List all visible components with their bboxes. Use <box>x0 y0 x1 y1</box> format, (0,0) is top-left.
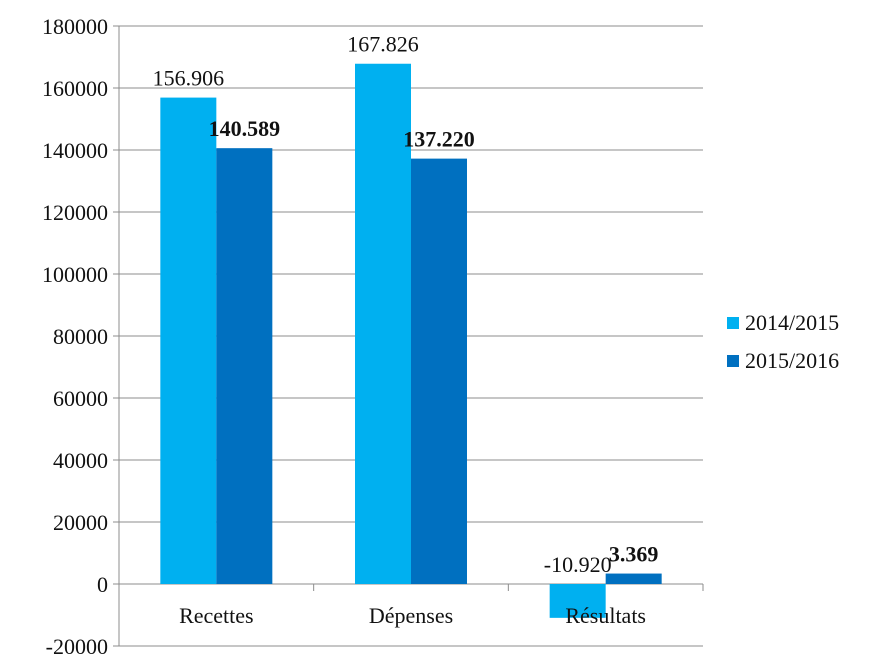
legend-swatch <box>727 317 739 329</box>
data-labels: 156.906 167.826 -10.920 140.589 137.220 3.369 <box>153 32 659 577</box>
bar-2015-2016-0 <box>216 148 273 584</box>
data-label: 137.220 <box>403 127 475 152</box>
y-tick-label: 160000 <box>42 76 108 101</box>
bars <box>160 63 662 618</box>
bar-2014-2015-2 <box>549 584 606 618</box>
y-tick-label: 20000 <box>53 510 108 535</box>
category-label: Résultats <box>565 603 646 628</box>
bar-2014-2015-0 <box>160 97 217 584</box>
y-tick-label: 40000 <box>53 448 108 473</box>
y-tick-labels: -20000 0 20000 40000 60000 80000 100000 120000 1… <box>42 14 108 657</box>
data-label: 156.906 <box>153 66 225 91</box>
bar-2015-2016-1 <box>411 158 467 585</box>
legend-swatch <box>727 355 739 367</box>
bar-2014-2015-1 <box>355 63 411 585</box>
legend-label: 2014/2015 <box>745 310 839 335</box>
data-label: 140.589 <box>209 116 281 141</box>
y-tick-label: 80000 <box>53 324 108 349</box>
category-labels: Recettes Dépenses Résultats <box>179 603 646 628</box>
y-tick-label: 100000 <box>42 262 108 287</box>
data-label: 3.369 <box>609 542 659 567</box>
legend: 2014/2015 2015/2016 <box>727 310 839 373</box>
y-tick-label: 140000 <box>42 138 108 163</box>
data-label: -10.920 <box>544 552 612 577</box>
category-label: Recettes <box>179 603 254 628</box>
y-tick-label: 60000 <box>53 386 108 411</box>
y-tick-label: 120000 <box>42 200 108 225</box>
legend-label: 2015/2016 <box>745 348 839 373</box>
bar-2015-2016-2 <box>605 573 662 584</box>
y-tick-label: 0 <box>97 572 108 597</box>
data-label: 167.826 <box>347 32 419 57</box>
y-tick-label: 180000 <box>42 14 108 39</box>
category-label: Dépenses <box>369 603 453 628</box>
y-tick-label: -20000 <box>46 634 108 657</box>
